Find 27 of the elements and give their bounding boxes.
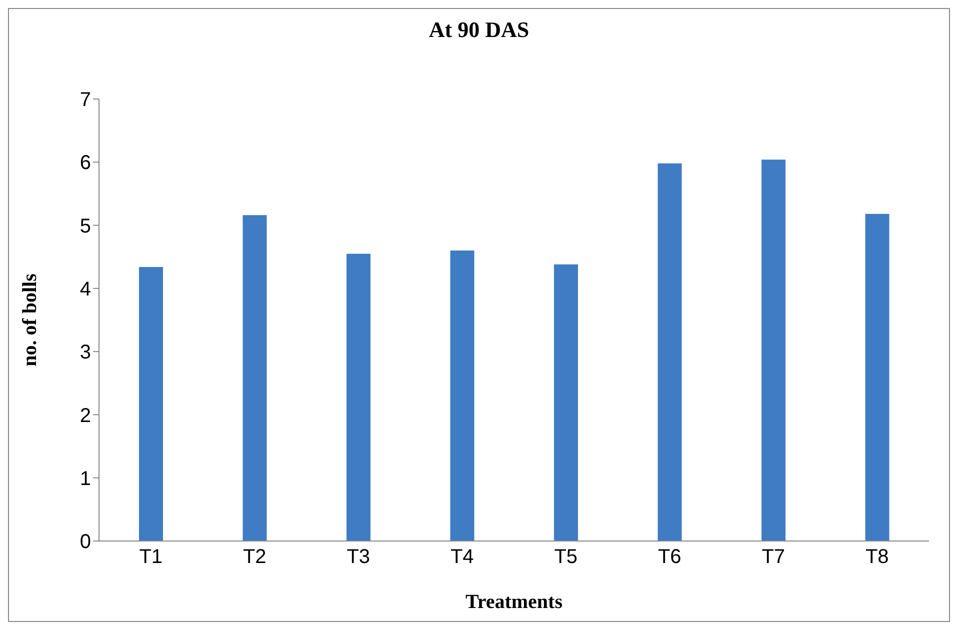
y-tick-label: 4 — [80, 278, 91, 301]
y-tick-label: 3 — [80, 342, 91, 364]
y-tick-label: 0 — [80, 531, 91, 554]
x-tick-label: T3 — [346, 546, 370, 568]
x-tick-label: T6 — [658, 546, 682, 568]
x-tick-label: T7 — [762, 546, 786, 568]
x-tick-label: T1 — [139, 546, 163, 568]
bar — [554, 264, 578, 541]
bar — [658, 163, 682, 541]
bar — [139, 266, 163, 541]
y-tick-label: 2 — [80, 404, 91, 427]
x-tick-label: T2 — [242, 546, 266, 568]
y-tick-label: 6 — [80, 152, 91, 174]
y-tick-label: 7 — [80, 89, 91, 112]
y-tick-label: 1 — [80, 468, 91, 490]
bar — [346, 254, 370, 541]
x-tick-label: T5 — [554, 546, 578, 568]
bar — [450, 250, 474, 541]
bar — [865, 214, 890, 541]
bar — [242, 215, 267, 541]
x-tick-label: T8 — [865, 546, 889, 568]
y-axis-title: no. of bolls — [19, 273, 42, 366]
bar — [762, 160, 786, 541]
y-tick-label: 5 — [80, 215, 91, 238]
x-tick-label: T4 — [450, 546, 474, 568]
x-axis-title: Treatments — [465, 591, 563, 613]
chart-title: At 90 DAS — [428, 17, 530, 43]
